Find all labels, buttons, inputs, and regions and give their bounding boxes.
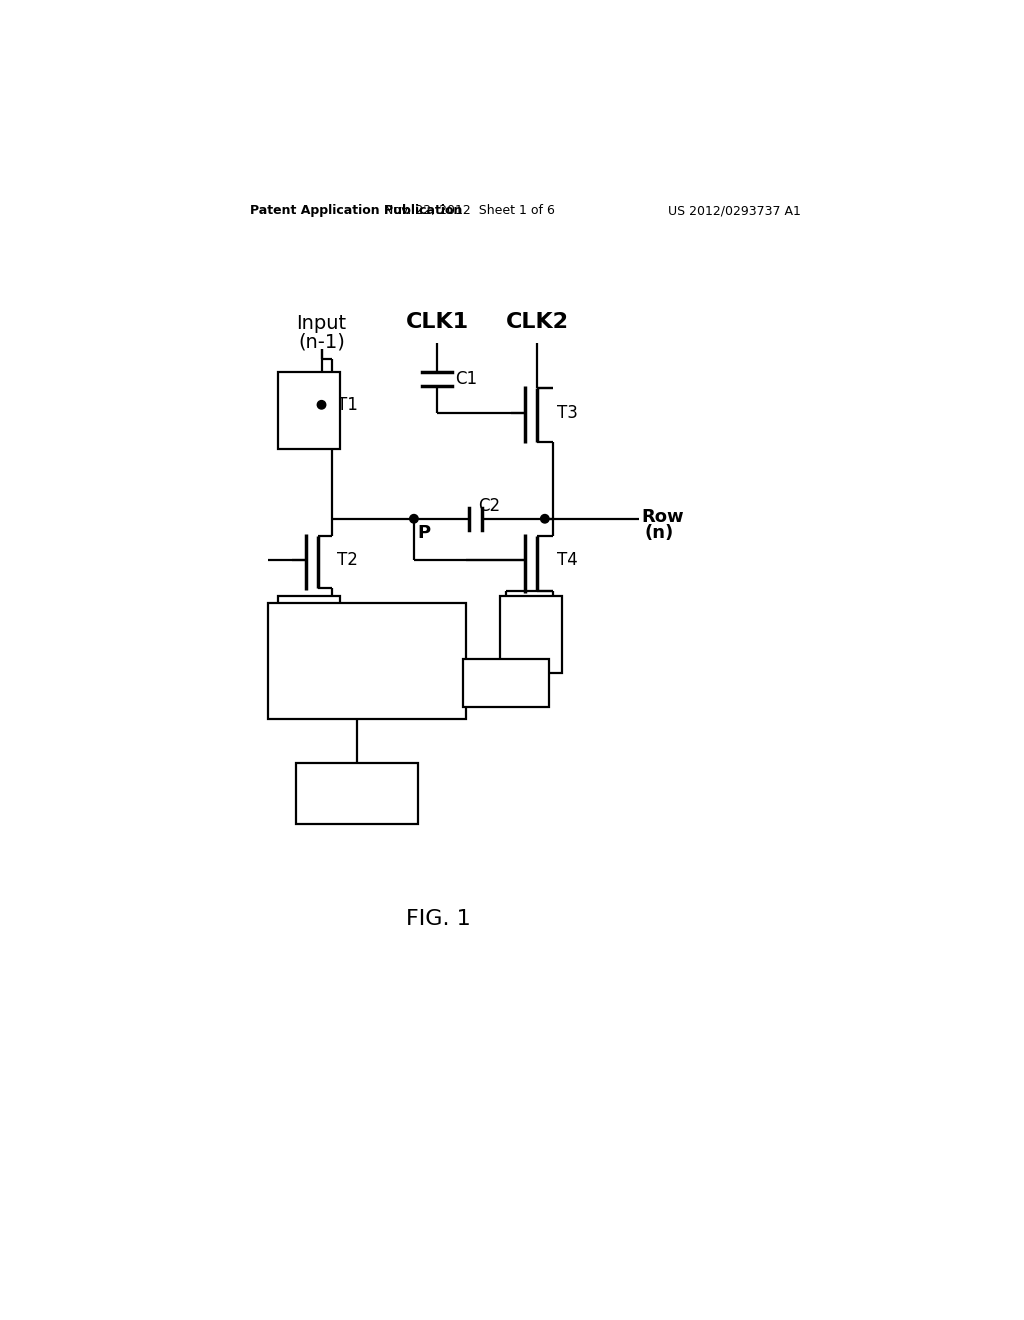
Text: Nov. 22, 2012  Sheet 1 of 6: Nov. 22, 2012 Sheet 1 of 6 xyxy=(384,205,555,218)
Text: P: P xyxy=(417,524,430,541)
Text: Patent Application Publication: Patent Application Publication xyxy=(250,205,462,218)
Text: C1: C1 xyxy=(456,370,477,388)
Text: T4: T4 xyxy=(557,552,578,569)
Text: Reset: Reset xyxy=(326,792,388,810)
Bar xyxy=(279,372,340,449)
Text: CLK1: CLK1 xyxy=(406,312,469,331)
Text: (n-1): (n-1) xyxy=(298,333,345,351)
Text: (n+1): (n+1) xyxy=(331,774,383,791)
Text: T3: T3 xyxy=(557,404,578,421)
Circle shape xyxy=(317,400,326,409)
Text: T2: T2 xyxy=(337,552,357,569)
Text: Input: Input xyxy=(297,314,346,334)
Text: CLK2: CLK2 xyxy=(506,312,568,331)
Bar xyxy=(279,595,340,673)
Text: T1: T1 xyxy=(337,396,357,413)
Text: US 2012/0293737 A1: US 2012/0293737 A1 xyxy=(668,205,801,218)
Bar xyxy=(296,763,418,825)
Bar xyxy=(500,595,562,673)
Text: Row: Row xyxy=(642,508,684,527)
Bar xyxy=(463,659,550,706)
Bar xyxy=(267,603,466,719)
Text: C2: C2 xyxy=(478,498,501,515)
Text: (n): (n) xyxy=(645,524,674,541)
Text: FIG. 1: FIG. 1 xyxy=(407,909,471,929)
Text: Voff: Voff xyxy=(487,673,525,692)
Circle shape xyxy=(541,515,549,523)
Circle shape xyxy=(410,515,418,523)
